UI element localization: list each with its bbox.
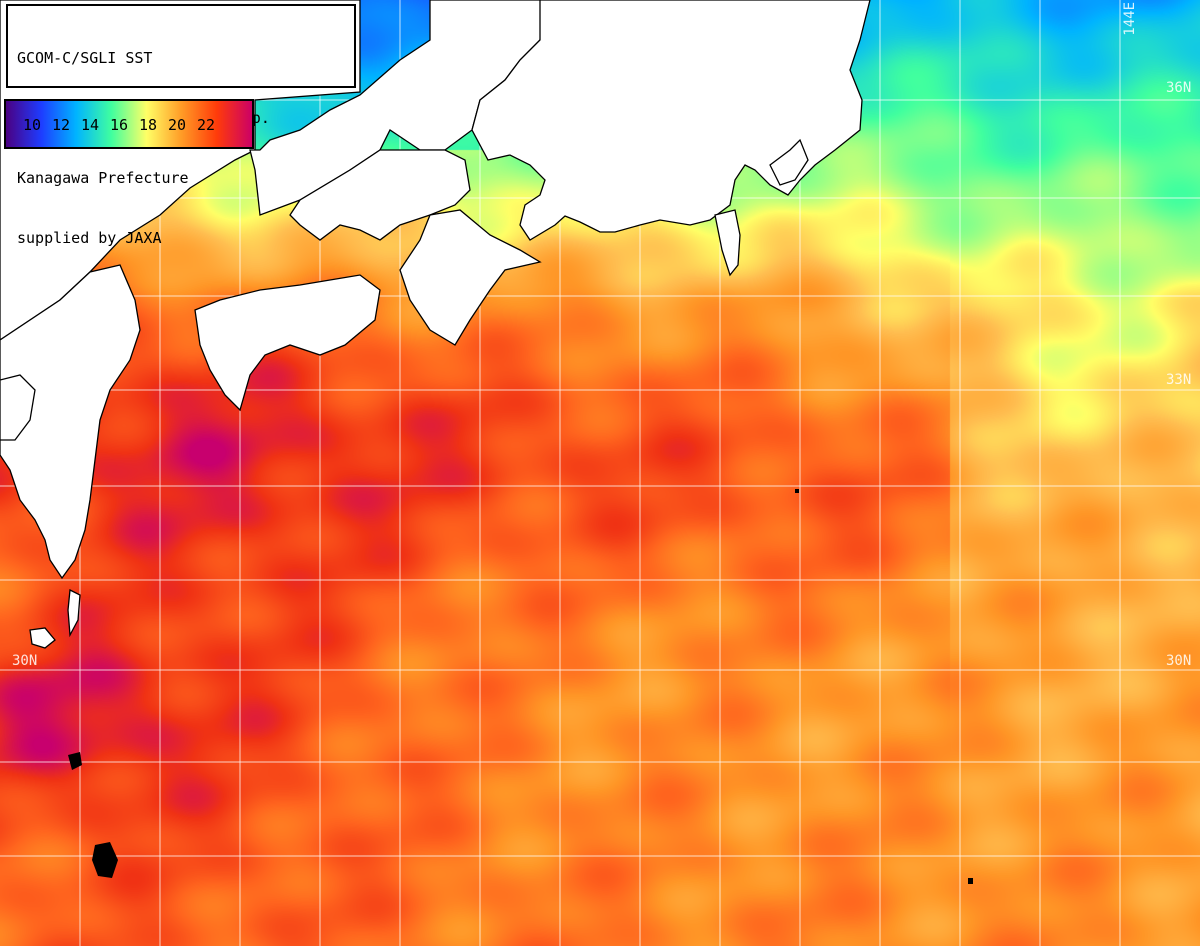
color-legend: 10 12 14 16 18 20 22 [4, 99, 254, 149]
central-honshu [471, 0, 871, 241]
lon-label-144e: 144E [1122, 2, 1138, 36]
legend-tick: 18 [139, 116, 158, 134]
lat-label-36n: 36N [1166, 80, 1192, 96]
legend-tick: 10 [23, 116, 42, 134]
cloud-patch [68, 752, 82, 770]
title-line-satellite: GCOM-C/SGLI SST [17, 49, 153, 67]
legend-tick: 20 [168, 116, 187, 134]
legend-tick: 22 [197, 116, 216, 134]
title-box: GCOM-C/SGLI SST ~2026/03/30 (UTC) Week C… [6, 4, 356, 247]
cloud-patch [968, 878, 973, 884]
boso-peninsula [769, 138, 809, 186]
lon-label-136e: 136E [482, 2, 498, 36]
title-line-credit: supplied by JAXA [17, 229, 162, 247]
tanegashima [67, 588, 81, 638]
izu-peninsula [714, 209, 741, 277]
legend-tick: 14 [81, 116, 100, 134]
title-line-region: Kanagawa Prefecture [17, 169, 189, 187]
kyushu [0, 264, 141, 580]
shikoku [194, 274, 381, 412]
cloud-patch [92, 842, 118, 878]
legend-tick: 16 [110, 116, 129, 134]
legend-ticks: 10 12 14 16 18 20 22 [23, 116, 226, 134]
lat-label-30n-left: 30N [12, 653, 38, 669]
yakushima [29, 627, 56, 649]
cloud-patch [795, 489, 799, 493]
lat-label-33n: 33N [1166, 372, 1192, 388]
kii-peninsula [399, 209, 542, 346]
lat-label-30n-right: 30N [1166, 653, 1192, 669]
kii-region [289, 149, 471, 241]
legend-gradient [6, 101, 252, 147]
legend-tick: 12 [52, 116, 71, 134]
kyushu-west [0, 374, 36, 441]
cloud-masks [68, 489, 973, 884]
